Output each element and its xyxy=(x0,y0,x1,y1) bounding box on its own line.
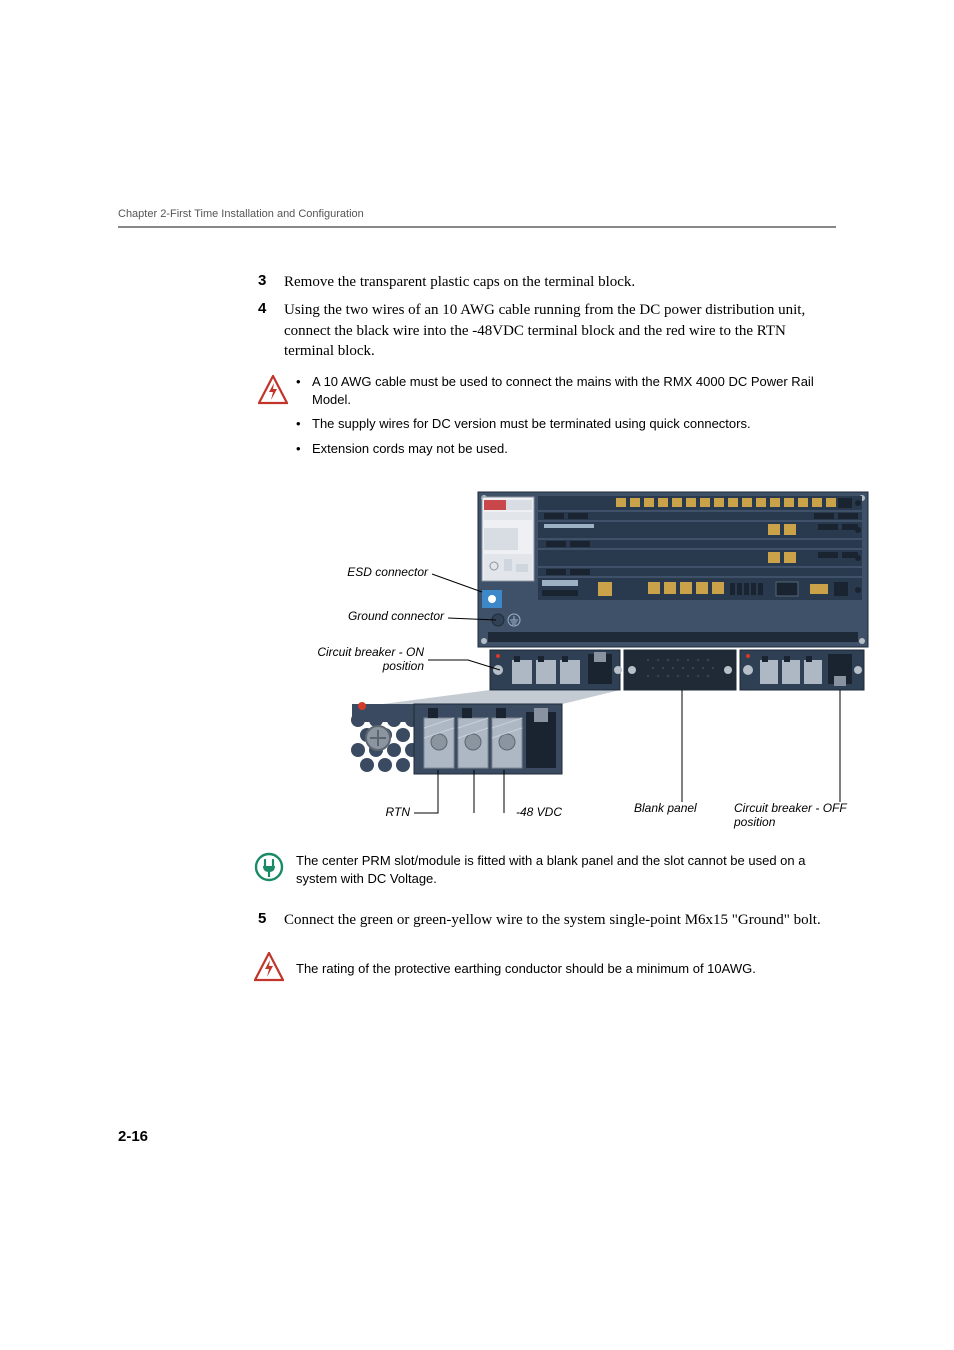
electrical-warning-icon-2 xyxy=(254,950,296,987)
step-3-text: Remove the transparent plastic caps on t… xyxy=(284,272,635,292)
label-ground-connector: Ground connector xyxy=(298,610,444,624)
warning-1-item-2: The supply wires for DC version must be … xyxy=(296,415,836,433)
rear-panel-diagram: ESD connector Ground connector Circuit b… xyxy=(298,482,878,832)
step-3-num: 3 xyxy=(258,272,284,292)
label-blank-panel: Blank panel xyxy=(634,802,724,816)
page-number: 2-16 xyxy=(118,1128,148,1145)
running-head: Chapter 2-First Time Installation and Co… xyxy=(118,208,836,220)
plug-note-icon xyxy=(254,852,296,887)
step-3: 3 Remove the transparent plastic caps on… xyxy=(258,272,836,292)
warning-callout-1: A 10 AWG cable must be used to connect t… xyxy=(258,373,836,464)
label-circuit-breaker-off: Circuit breaker - OFF position xyxy=(734,802,874,830)
label-rtn: RTN xyxy=(368,806,410,820)
step-5: 5 Connect the green or green-yellow wire… xyxy=(258,910,836,930)
electrical-warning-icon xyxy=(258,373,296,464)
step-4-num: 4 xyxy=(258,300,284,361)
head-rule xyxy=(118,226,836,228)
warning-1-item-3: Extension cords may not be used. xyxy=(296,440,836,458)
step-4: 4 Using the two wires of an 10 AWG cable… xyxy=(258,300,836,361)
step-5-num: 5 xyxy=(258,910,284,930)
label-circuit-breaker-on: Circuit breaker - ON position xyxy=(298,646,424,674)
warning-callout-2: The rating of the protective earthing co… xyxy=(254,950,836,987)
note-prm-slot-text: The center PRM slot/module is fitted wit… xyxy=(296,852,836,888)
step-5-text: Connect the green or green-yellow wire t… xyxy=(284,910,821,930)
warning-2-text: The rating of the protective earthing co… xyxy=(296,960,836,978)
warning-1-body: A 10 AWG cable must be used to connect t… xyxy=(296,373,836,464)
label-neg-48-vdc: -48 VDC xyxy=(516,806,576,820)
warning-1-item-1: A 10 AWG cable must be used to connect t… xyxy=(296,373,836,409)
step-4-text: Using the two wires of an 10 AWG cable r… xyxy=(284,300,836,361)
note-prm-slot: The center PRM slot/module is fitted wit… xyxy=(254,852,836,888)
label-esd-connector: ESD connector xyxy=(298,566,428,580)
